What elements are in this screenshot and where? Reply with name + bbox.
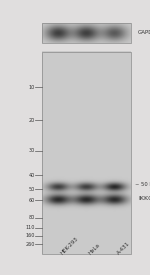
Text: HeLa: HeLa (88, 242, 101, 256)
Bar (42, 52, 130, 254)
Text: ~ 50 kDa: ~ 50 kDa (135, 182, 150, 187)
Text: 260: 260 (25, 242, 34, 247)
Bar (42, 23, 130, 43)
Text: GAPDH: GAPDH (138, 31, 150, 35)
Text: 50: 50 (28, 187, 34, 192)
Text: 20: 20 (28, 118, 34, 123)
Text: 160: 160 (25, 233, 34, 238)
Text: A-431: A-431 (116, 241, 131, 256)
Text: 40: 40 (28, 173, 34, 178)
Text: 80: 80 (28, 215, 34, 220)
Text: 60: 60 (28, 198, 34, 203)
Text: HEK-293: HEK-293 (59, 236, 79, 256)
Text: 10: 10 (28, 85, 34, 90)
Text: 30: 30 (28, 148, 34, 153)
Text: 110: 110 (25, 225, 34, 230)
Text: IKKG: IKKG (138, 196, 150, 201)
